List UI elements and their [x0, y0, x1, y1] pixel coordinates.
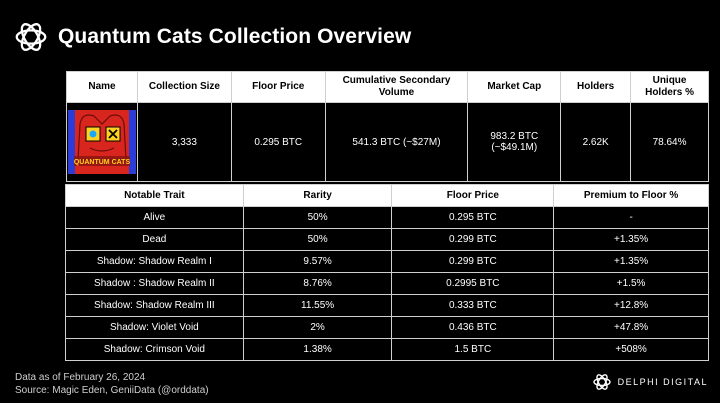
- quantum-cats-thumbnail: QUANTUM CATS: [67, 110, 136, 174]
- floor-price-cell: 0.2995 BTC: [391, 272, 555, 295]
- premium-cell: +12.8%: [553, 294, 709, 317]
- column-header: Rarity: [242, 184, 393, 207]
- floor-price-cell: 0.295 BTC: [391, 206, 555, 229]
- premium-cell: +508%: [553, 338, 709, 361]
- table-row: Shadow: Crimson Void 1.38% 1.5 BTC +508%: [65, 338, 709, 361]
- summary-table: Name Collection Size Floor Price Cumulat…: [66, 71, 709, 182]
- unique-holders-cell: 78.64%: [630, 102, 709, 182]
- column-header: Market Cap: [467, 71, 562, 103]
- summary-header-row: Name Collection Size Floor Price Cumulat…: [66, 71, 709, 103]
- premium-cell: +1.35%: [553, 228, 709, 251]
- rarity-cell: 8.76%: [242, 272, 393, 295]
- footer-notes: Data as of February 26, 2024 Source: Mag…: [15, 371, 209, 397]
- page-title: Quantum Cats Collection Overview: [58, 25, 412, 48]
- column-header: Unique Holders %: [630, 71, 709, 103]
- table-row: Shadow: Shadow Realm III 11.55% 0.333 BTC +…: [65, 294, 709, 317]
- floor-price-cell: 0.295 BTC: [230, 102, 326, 182]
- table-row: Dead 50% 0.299 BTC +1.35%: [65, 228, 709, 251]
- floor-price-cell: 0.299 BTC: [391, 228, 555, 251]
- source-note: Source: Magic Eden, GeniiData (@orddata): [15, 385, 209, 396]
- market-cap-cell: 983.2 BTC (~$49.1M): [467, 102, 562, 182]
- premium-cell: +1.35%: [553, 250, 709, 273]
- column-header: Collection Size: [136, 71, 232, 103]
- column-header: Floor Price: [230, 71, 326, 103]
- trait-name-cell: Shadow: Shadow Realm I: [65, 250, 244, 273]
- traits-table: Notable Trait Rarity Floor Price Premium…: [65, 184, 709, 361]
- rarity-cell: 50%: [242, 228, 393, 251]
- thumbnail-text: QUANTUM CATS: [74, 159, 131, 166]
- column-header: Cumulative Secondary Volume: [324, 71, 469, 103]
- floor-price-cell: 0.333 BTC: [391, 294, 555, 317]
- table-row: Alive 50% 0.295 BTC -: [65, 206, 709, 229]
- knot-logo-icon: [15, 23, 47, 51]
- floor-price-cell: 1.5 BTC: [391, 338, 555, 361]
- rarity-cell: 2%: [242, 316, 393, 339]
- collection-thumbnail-cell: QUANTUM CATS: [66, 102, 138, 182]
- rarity-cell: 11.55%: [242, 294, 393, 317]
- rarity-cell: 1.38%: [242, 338, 393, 361]
- column-header: Name: [66, 71, 138, 103]
- header: Quantum Cats Collection Overview: [12, 18, 411, 56]
- volume-cell: 541.3 BTC (~$27M): [324, 102, 469, 182]
- column-header: Floor Price: [391, 184, 555, 207]
- premium-cell: +47.8%: [553, 316, 709, 339]
- holders-cell: 2.62K: [560, 102, 632, 182]
- trait-name-cell: Shadow: Violet Void: [65, 316, 244, 339]
- column-header: Premium to Floor %: [553, 184, 709, 207]
- floor-price-cell: 0.436 BTC: [391, 316, 555, 339]
- rarity-cell: 9.57%: [242, 250, 393, 273]
- table-row: Shadow: Shadow Realm I 9.57% 0.299 BTC +1.3…: [65, 250, 709, 273]
- premium-cell: -: [553, 206, 709, 229]
- trait-name-cell: Shadow : Shadow Realm II: [65, 272, 244, 295]
- traits-header-row: Notable Trait Rarity Floor Price Premium…: [65, 184, 709, 207]
- column-header: Holders: [560, 71, 632, 103]
- trait-name-cell: Alive: [65, 206, 244, 229]
- floor-price-cell: 0.299 BTC: [391, 250, 555, 273]
- table-row: Shadow : Shadow Realm II 8.76% 0.2995 BTC +…: [65, 272, 709, 295]
- trait-name-cell: Shadow: Shadow Realm III: [65, 294, 244, 317]
- delphi-logo-icon: [592, 374, 611, 390]
- column-header: Notable Trait: [65, 184, 244, 207]
- trait-name-cell: Shadow: Crimson Void: [65, 338, 244, 361]
- summary-data-row: QUANTUM CATS 3,333 0.295 BTC 541.3 BTC (…: [66, 102, 709, 182]
- trait-name-cell: Dead: [65, 228, 244, 251]
- premium-cell: +1.5%: [553, 272, 709, 295]
- brand-name: DELPHI DIGITAL: [617, 377, 708, 387]
- rarity-cell: 50%: [242, 206, 393, 229]
- brand: DELPHI DIGITAL: [592, 372, 708, 392]
- table-row: Shadow: Violet Void 2% 0.436 BTC +47.8%: [65, 316, 709, 339]
- data-date-note: Data as of February 26, 2024: [15, 372, 146, 383]
- collection-size-cell: 3,333: [136, 102, 232, 182]
